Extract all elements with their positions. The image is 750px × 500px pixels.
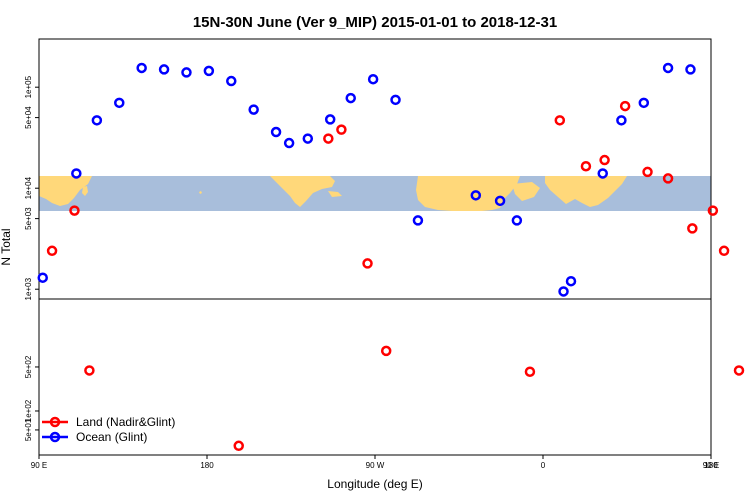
- ocean-point: [283, 137, 295, 149]
- x-tick-label: 90 E: [703, 461, 719, 470]
- x-tick-label: 180: [704, 461, 718, 470]
- land-point: [619, 100, 631, 112]
- plot-frame: [38, 38, 712, 456]
- x-tick-label: 180: [200, 461, 214, 470]
- y-tick-label: 5e+02: [24, 355, 33, 378]
- y-tick-label: 1e+04: [24, 176, 33, 199]
- ocean-point: [367, 73, 379, 85]
- land-point: [69, 205, 80, 216]
- land-point: [662, 173, 674, 184]
- ocean-point: [302, 133, 314, 144]
- chart-title: 15N-30N June (Ver 9_MIP) 2015-01-01 to 2…: [193, 14, 557, 31]
- x-tick-label: 0: [541, 461, 546, 470]
- ocean-point: [181, 67, 192, 78]
- y-tick-label: 1e+02: [24, 399, 33, 422]
- x-tick-label: 90 E: [31, 461, 47, 470]
- map-land-north-america: [270, 176, 335, 207]
- land-point: [336, 124, 347, 135]
- ocean-point: [685, 64, 696, 75]
- land-point: [642, 166, 653, 178]
- legend: Land (Nadir&Glint) Ocean (Glint): [42, 415, 175, 444]
- legend-ocean-marker: [49, 431, 61, 443]
- ocean-point: [158, 64, 170, 75]
- map-land-asia-west: [39, 176, 92, 206]
- land-point: [380, 345, 392, 357]
- land-point: [84, 365, 95, 376]
- y-tick-label: 1e+03: [24, 277, 33, 300]
- ocean-point: [511, 215, 523, 226]
- ocean-point: [597, 168, 608, 179]
- map-land-asia-east: [545, 176, 627, 207]
- land-point: [687, 223, 698, 234]
- ocean-point: [71, 168, 82, 179]
- ocean-point: [638, 97, 650, 109]
- x-tick-label: 90 W: [366, 461, 385, 470]
- y-tick-label: 5e+04: [24, 106, 33, 129]
- ocean-point: [270, 126, 282, 138]
- ocean-point: [616, 115, 627, 126]
- land-point: [733, 365, 745, 376]
- land-point: [524, 366, 536, 377]
- land-point: [707, 205, 719, 216]
- ocean-point: [494, 195, 506, 207]
- ocean-point: [203, 65, 215, 77]
- land-point: [233, 440, 244, 452]
- map-land-caribbean: [328, 191, 342, 197]
- ocean-point: [91, 115, 103, 126]
- map-land-arabia: [512, 182, 540, 201]
- ocean-point: [470, 190, 482, 201]
- ocean-point: [37, 272, 48, 283]
- y-tick-label: 1e+05: [24, 75, 33, 98]
- ocean-point: [662, 62, 674, 74]
- land-point: [554, 115, 566, 126]
- ocean-point: [114, 97, 125, 109]
- land-point: [718, 245, 730, 257]
- y-axis-label: N Total: [0, 228, 13, 265]
- y-tick-label: 5e+01: [24, 418, 33, 441]
- data-points: [37, 62, 745, 452]
- ocean-point: [226, 75, 237, 87]
- ocean-point: [324, 114, 336, 125]
- map-land-philippines: [82, 186, 88, 196]
- land-point: [362, 258, 373, 269]
- ocean-point: [565, 275, 577, 287]
- legend-land-label: Land (Nadir&Glint): [76, 415, 175, 429]
- ocean-point: [412, 215, 424, 226]
- map-land-hawaii: [199, 191, 202, 194]
- ocean-point: [345, 92, 356, 104]
- land-point: [323, 133, 334, 144]
- map-land-africa-asia: [416, 176, 520, 211]
- ocean-point: [390, 94, 401, 106]
- world-map-strip: [39, 176, 711, 211]
- x-axis-label: Longitude (deg E): [327, 477, 422, 491]
- ocean-point: [248, 104, 259, 115]
- ocean-point: [558, 286, 569, 297]
- legend-ocean-label: Ocean (Glint): [76, 430, 147, 444]
- land-point: [580, 160, 592, 172]
- land-point: [46, 245, 58, 257]
- legend-land-marker: [49, 416, 61, 428]
- y-tick-label: 5e+03: [24, 207, 33, 230]
- land-point: [599, 154, 610, 166]
- ocean-point: [136, 62, 147, 74]
